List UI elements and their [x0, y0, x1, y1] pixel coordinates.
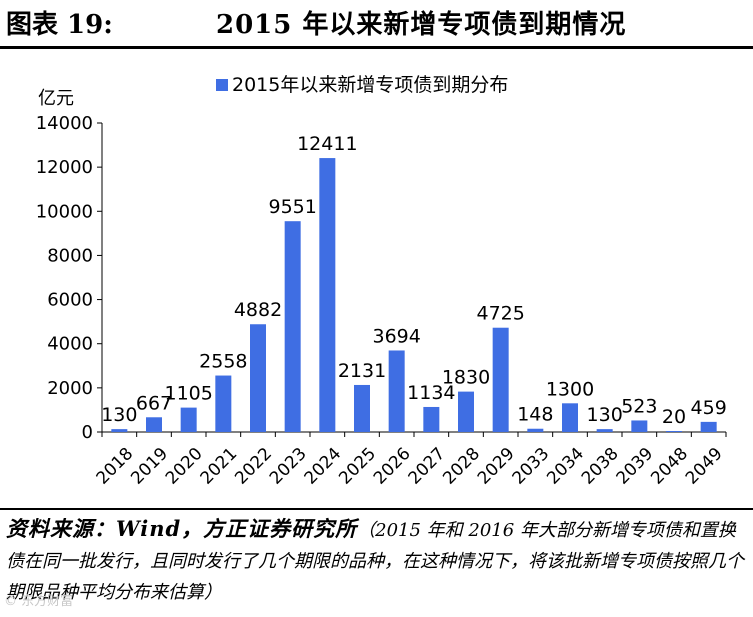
x-tick-label: 2024	[301, 444, 346, 489]
data-label: 2558	[199, 351, 247, 373]
bottom-rule	[0, 508, 753, 510]
x-tick-label: 2025	[335, 444, 380, 489]
bar-2022	[250, 324, 266, 432]
watermark: © 东方财富	[4, 594, 74, 609]
legend-label: 2015年以来新增专项债到期分布	[232, 74, 508, 96]
y-tick-label: 12000	[36, 157, 93, 178]
x-tick-label: 2028	[439, 444, 484, 489]
bar-2049	[700, 421, 717, 432]
bar-2028	[458, 391, 474, 432]
data-label: 1105	[164, 383, 212, 405]
data-label: 130	[587, 404, 623, 426]
y-axis-unit-label: 亿元	[38, 88, 74, 109]
x-tick-label: 2034	[543, 444, 588, 489]
figure-header: 图表 19: 2015 年以来新增专项债到期情况	[0, 0, 753, 44]
x-tick-label: 2027	[405, 444, 450, 489]
bar-2027	[423, 406, 440, 432]
x-tick-label: 2038	[578, 444, 623, 489]
x-tick-label: 2029	[474, 444, 519, 489]
source-detail: （2015 年和 2016 年大部分新增专项债和置换债在同一批发行，且同时发行了…	[6, 520, 744, 603]
bar-2021	[215, 375, 232, 432]
bar-2019	[146, 417, 162, 432]
bar-2024	[319, 158, 336, 432]
data-label: 459	[691, 397, 727, 419]
x-tick-label: 2022	[231, 444, 276, 489]
data-label: 1134	[407, 382, 455, 404]
x-tick-label: 2020	[162, 444, 207, 489]
data-label: 12411	[297, 133, 357, 155]
x-tick-label: 2023	[266, 444, 311, 489]
data-label: 4725	[476, 303, 524, 325]
chart-legend: 2015年以来新增专项债到期分布	[216, 74, 508, 96]
bar-2018	[111, 429, 128, 432]
top-rule	[0, 46, 753, 49]
data-label: 1830	[442, 367, 490, 389]
bar-2033	[527, 428, 544, 432]
data-label: 1300	[546, 378, 594, 400]
bar-2039	[631, 420, 648, 432]
data-label: 2131	[338, 360, 386, 382]
data-label: 20	[662, 406, 686, 428]
data-label: 4882	[234, 299, 282, 321]
y-tick-label: 6000	[47, 290, 93, 311]
y-tick-label: 2000	[47, 378, 93, 399]
y-tick-label: 8000	[47, 245, 93, 266]
bar-2020	[180, 407, 197, 432]
figure-title: 2015 年以来新增专项债到期情况	[216, 10, 627, 40]
bar-2038	[596, 429, 613, 432]
bar-2025	[354, 384, 370, 432]
chart-labels: 130 2018 667 2019 1105 2020 2558 2021 4882 2022 95…	[93, 133, 727, 489]
legend-swatch	[216, 79, 228, 91]
figure-label: 图表 19:	[6, 10, 113, 40]
y-tick-label: 10000	[36, 201, 93, 222]
data-label: 523	[621, 395, 657, 417]
x-tick-label: 2039	[613, 444, 658, 489]
y-tick-label: 14000	[36, 113, 93, 134]
x-tick-label: 2049	[682, 444, 727, 489]
x-tick-label: 2019	[127, 444, 172, 489]
data-label: 130	[101, 404, 137, 426]
source-note: 资料来源：Wind，方正证券研究所（2015 年和 2016 年大部分新增专项债…	[6, 514, 746, 608]
y-tick-label: 0	[82, 422, 93, 443]
x-tick-label: 2018	[93, 444, 138, 489]
x-tick-label: 2026	[370, 444, 415, 489]
data-label: 9551	[268, 196, 316, 218]
data-label: 3694	[372, 325, 420, 347]
bar-2026	[388, 350, 405, 432]
data-label: 148	[517, 404, 553, 426]
chart-bars	[111, 158, 717, 432]
x-tick-label: 2021	[197, 444, 242, 489]
bar-2029	[492, 327, 509, 432]
bar-2048	[666, 431, 682, 432]
chart-axes: 0 2000 4000 6000 8000 10000 12000 14000	[36, 113, 727, 443]
bar-2023	[284, 221, 301, 432]
x-tick-label: 2033	[509, 444, 554, 489]
y-tick-label: 4000	[47, 334, 93, 355]
data-label: 667	[136, 392, 172, 414]
x-tick-label: 2048	[647, 444, 692, 489]
source-main: 资料来源：Wind，方正证券研究所	[6, 516, 358, 541]
bar-2034	[562, 403, 578, 432]
